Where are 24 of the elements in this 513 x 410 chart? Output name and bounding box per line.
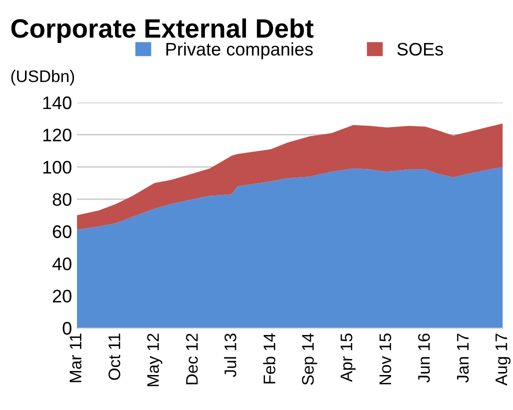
y-tick-label: 80 bbox=[52, 193, 72, 206]
x-tick-label: Oct 11 bbox=[108, 334, 120, 380]
y-tick-label: 60 bbox=[52, 225, 72, 238]
x-tick-label: Feb 14 bbox=[263, 333, 276, 384]
chart-title: Corporate External Debt bbox=[11, 18, 314, 44]
x-tick-label: Aug 17 bbox=[496, 334, 511, 386]
x-tick-label: Sep 14 bbox=[302, 333, 318, 385]
y-tick-label: 120 bbox=[43, 128, 72, 142]
x-tick-label: Jul 13 bbox=[224, 334, 236, 378]
x-tick-label: Nov 15 bbox=[380, 334, 392, 384]
legend-label: Private companies bbox=[166, 42, 313, 60]
y-tick-label: 140 bbox=[43, 96, 72, 110]
x-tick-label: Apr 15 bbox=[340, 334, 356, 382]
x-tick-label: Jun 16 bbox=[418, 334, 430, 383]
x-tick-label: Dec 12 bbox=[186, 334, 198, 384]
x-tick-label: May 12 bbox=[147, 334, 162, 386]
legend-label: SOEs bbox=[397, 42, 444, 56]
y-axis-title: (USDbn) bbox=[11, 70, 74, 86]
y-tick-label: 40 bbox=[52, 258, 72, 270]
x-tick-label: Jan 17 bbox=[457, 334, 469, 383]
y-tick-label: 20 bbox=[52, 290, 72, 303]
y-tick-label: 0 bbox=[62, 322, 72, 335]
y-tick-label: 100 bbox=[43, 160, 72, 174]
x-tick-label: Mar 11 bbox=[70, 334, 82, 382]
